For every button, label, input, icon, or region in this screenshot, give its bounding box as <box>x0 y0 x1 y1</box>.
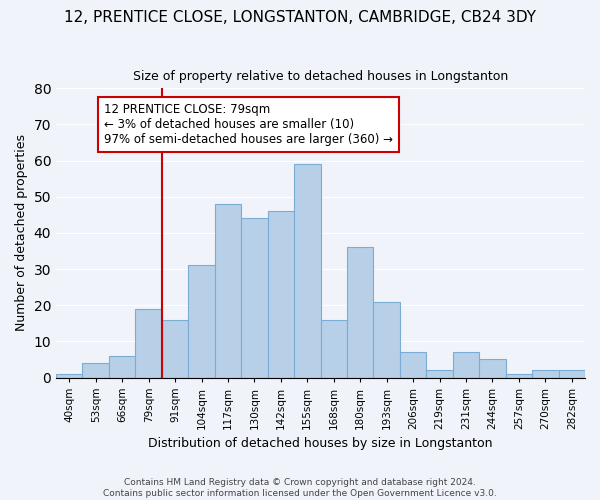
Title: Size of property relative to detached houses in Longstanton: Size of property relative to detached ho… <box>133 70 508 83</box>
Bar <box>453 352 479 378</box>
Bar <box>268 211 294 378</box>
Bar <box>215 204 241 378</box>
Bar <box>56 374 82 378</box>
Bar <box>294 164 320 378</box>
Bar <box>136 309 162 378</box>
Bar <box>188 266 215 378</box>
Y-axis label: Number of detached properties: Number of detached properties <box>15 134 28 332</box>
Bar <box>427 370 453 378</box>
Bar <box>532 370 559 378</box>
X-axis label: Distribution of detached houses by size in Longstanton: Distribution of detached houses by size … <box>148 437 493 450</box>
Bar <box>559 370 585 378</box>
Bar <box>241 218 268 378</box>
Text: 12, PRENTICE CLOSE, LONGSTANTON, CAMBRIDGE, CB24 3DY: 12, PRENTICE CLOSE, LONGSTANTON, CAMBRID… <box>64 10 536 25</box>
Bar <box>109 356 136 378</box>
Text: Contains HM Land Registry data © Crown copyright and database right 2024.
Contai: Contains HM Land Registry data © Crown c… <box>103 478 497 498</box>
Bar <box>162 320 188 378</box>
Bar <box>506 374 532 378</box>
Bar <box>479 360 506 378</box>
Bar <box>347 248 373 378</box>
Bar <box>82 363 109 378</box>
Bar <box>373 302 400 378</box>
Bar <box>400 352 427 378</box>
Bar <box>320 320 347 378</box>
Text: 12 PRENTICE CLOSE: 79sqm
← 3% of detached houses are smaller (10)
97% of semi-de: 12 PRENTICE CLOSE: 79sqm ← 3% of detache… <box>104 103 392 146</box>
